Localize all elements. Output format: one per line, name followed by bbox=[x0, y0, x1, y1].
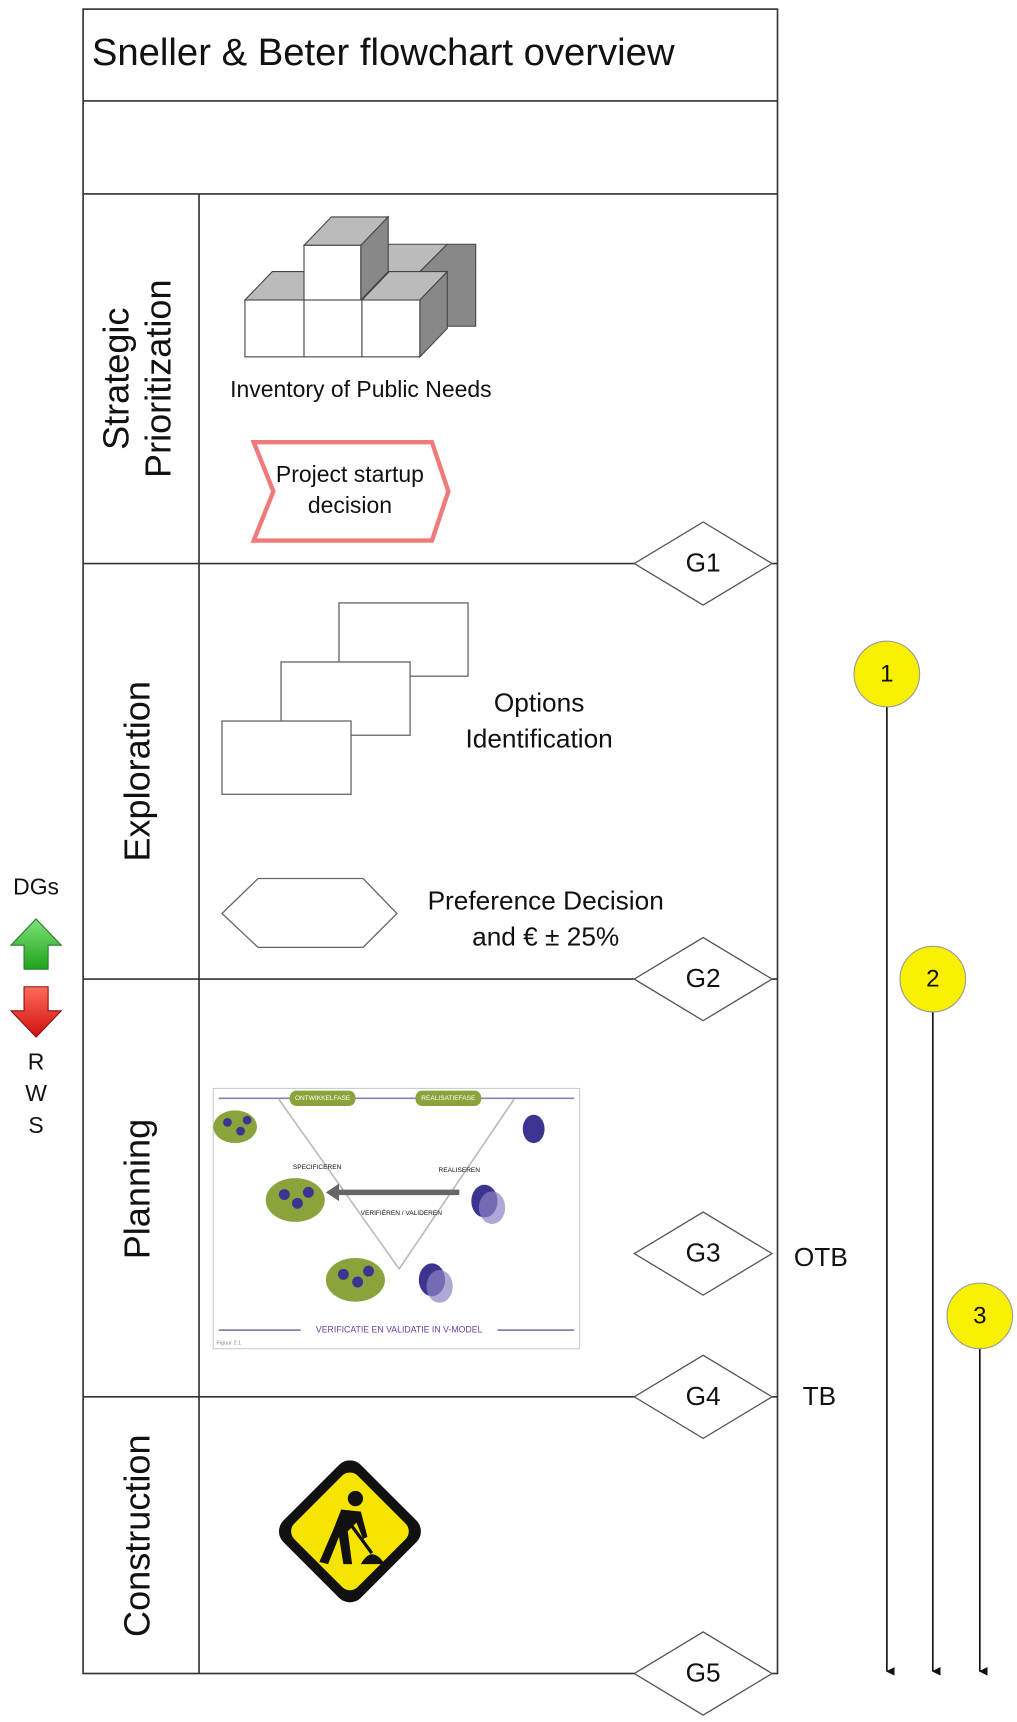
milestones: 1 2 3 bbox=[854, 641, 1013, 1671]
side-label: R bbox=[28, 1048, 45, 1074]
lane-label-line: Planning bbox=[117, 1119, 158, 1259]
v-model-text: REALISATIEFASE bbox=[421, 1095, 476, 1102]
options-icon bbox=[222, 603, 468, 794]
gate-label: G1 bbox=[686, 548, 721, 578]
gate-label: G2 bbox=[686, 963, 721, 993]
v-model-image: ONTWIKKELFASE REALISATIEFASE SPECIFICERE… bbox=[213, 1088, 579, 1348]
lane-label: Strategic Prioritization bbox=[96, 279, 179, 478]
page: Sneller & Beter flowchart overview Strat… bbox=[0, 0, 1017, 1722]
v-model-text: VERIFIËREN / VALIDEREN bbox=[361, 1209, 443, 1217]
side-label: W bbox=[25, 1080, 47, 1106]
item-label: Options bbox=[494, 688, 584, 718]
v-model-text: ONTWIKKELFASE bbox=[295, 1095, 351, 1102]
lane-label-line: Strategic bbox=[96, 308, 137, 450]
lane-label-line: Construction bbox=[117, 1434, 158, 1637]
down-arrow bbox=[11, 987, 61, 1037]
item-label: Inventory of Public Needs bbox=[230, 376, 492, 402]
gate-label: G4 bbox=[686, 1381, 721, 1411]
gate-note: TB bbox=[803, 1381, 837, 1411]
milestone-label: 3 bbox=[973, 1302, 986, 1329]
side-label: DGs bbox=[13, 873, 59, 899]
gate-note: OTB bbox=[794, 1242, 848, 1272]
item-label: Project startup bbox=[276, 461, 424, 487]
lane-label: Planning bbox=[117, 1119, 158, 1259]
v-model-text: VERIFICATIE EN VALIDATIE IN V-MODEL bbox=[316, 1324, 483, 1334]
cubes-icon bbox=[245, 217, 476, 357]
v-model-text: Figuur 2.1 bbox=[217, 1341, 242, 1347]
up-arrow bbox=[11, 919, 61, 969]
gates: G1 G2 G3 G4 G5 bbox=[634, 522, 772, 1715]
item-label: Identification bbox=[465, 724, 612, 754]
v-model-text: SPECIFICEREN bbox=[293, 1164, 342, 1171]
lane-label-line: Prioritization bbox=[137, 279, 178, 478]
milestone-label: 2 bbox=[926, 966, 939, 993]
side-label: S bbox=[28, 1112, 43, 1138]
v-model-text: REALISEREN bbox=[439, 1167, 481, 1174]
item-label: Preference Decision bbox=[428, 885, 664, 915]
gate-label: G5 bbox=[686, 1658, 721, 1688]
diagram: Sneller & Beter flowchart overview Strat… bbox=[0, 0, 1017, 1722]
item-label: and € ± 25% bbox=[472, 922, 619, 952]
item-label: decision bbox=[308, 492, 392, 518]
lane-label: Construction bbox=[117, 1434, 158, 1637]
title: Sneller & Beter flowchart overview bbox=[92, 31, 675, 74]
preference-hexagon bbox=[222, 878, 397, 947]
lane-label: Exploration bbox=[117, 681, 158, 862]
construction-sign bbox=[273, 1454, 428, 1609]
gate-label: G3 bbox=[686, 1238, 721, 1268]
milestone-label: 1 bbox=[880, 660, 893, 687]
lane-label-line: Exploration bbox=[117, 681, 158, 862]
